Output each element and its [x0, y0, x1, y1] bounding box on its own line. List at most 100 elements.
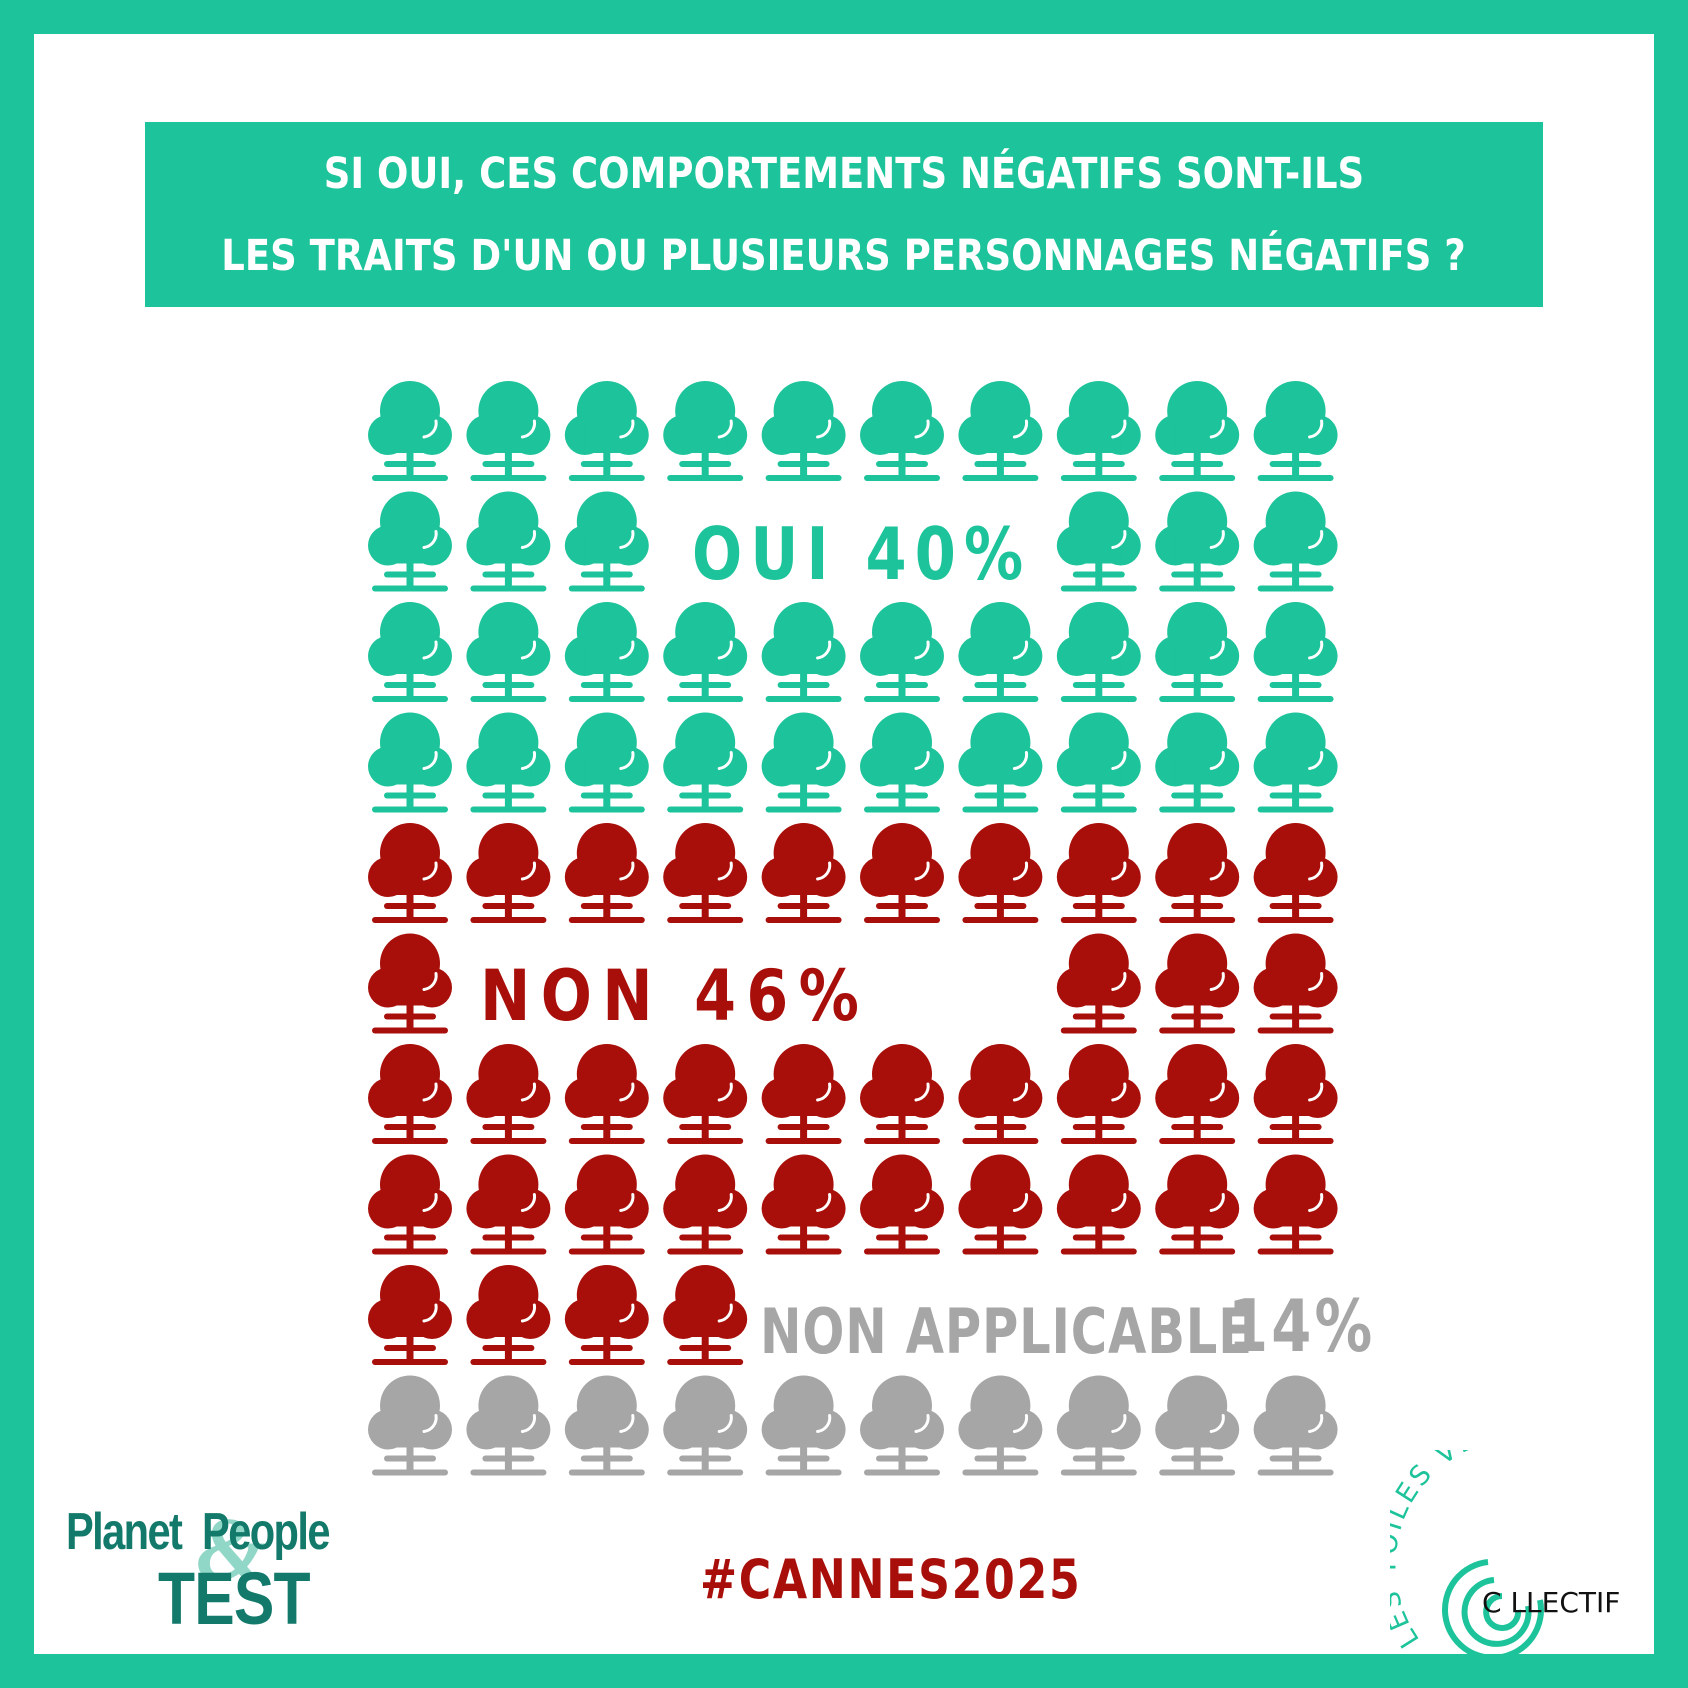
- tree-icon-oui: [1155, 491, 1240, 592]
- tree-icon-non: [663, 823, 748, 923]
- tree-icon-oui: [1056, 712, 1141, 813]
- tree-highlight: [619, 419, 635, 439]
- tree-highlight: [520, 861, 537, 881]
- tree-highlight: [914, 640, 930, 660]
- tree-icon-non: [958, 1044, 1043, 1144]
- tree-icon-oui: [466, 381, 551, 481]
- tree-icon-oui: [564, 491, 649, 592]
- tree-highlight: [1012, 419, 1029, 439]
- tree-icon-oui: [466, 712, 551, 813]
- tree-highlight: [717, 1414, 733, 1433]
- tree-highlight: [619, 530, 635, 549]
- title-line-1: SI OUI, CES COMPORTEMENTS NÉGATIFS SONT-…: [323, 148, 1365, 199]
- tree-icon-non: [1155, 1044, 1240, 1144]
- tree-highlight: [520, 751, 537, 770]
- tree-highlight: [619, 1193, 635, 1212]
- tree-highlight: [816, 640, 832, 660]
- tree-icon-oui: [1056, 602, 1141, 702]
- logo-collectif-text: C LLECTIF: [1482, 1586, 1620, 1619]
- tree-icon-non-applicable: [860, 1375, 944, 1476]
- tree-highlight: [1209, 1082, 1225, 1102]
- tree-highlight: [1111, 972, 1127, 991]
- tree-highlight: [520, 640, 537, 660]
- tree-highlight: [422, 751, 438, 770]
- tree-highlight: [1209, 640, 1225, 660]
- tree-icon-oui: [1155, 712, 1240, 813]
- tree-icon-non: [1056, 823, 1141, 923]
- tree-icon-non: [761, 823, 846, 923]
- tree-highlight: [717, 861, 733, 881]
- tree-highlight: [1308, 751, 1324, 770]
- tree-highlight: [1111, 1414, 1127, 1433]
- tree-icon-non: [1253, 1044, 1338, 1144]
- tree-icon-oui: [466, 491, 551, 592]
- tree-icon-oui: [1056, 491, 1141, 592]
- tree-icon-oui: [466, 602, 551, 702]
- tree-highlight: [422, 1193, 438, 1212]
- tree-icon-non: [564, 1265, 649, 1365]
- tree-icon-oui: [958, 381, 1043, 481]
- tree-icon-non: [368, 1044, 452, 1144]
- tree-highlight: [914, 751, 930, 770]
- tree-highlight: [1012, 1193, 1029, 1212]
- tree-icon-oui: [761, 602, 846, 702]
- tree-icon-non-applicable: [1155, 1375, 1240, 1476]
- tree-highlight: [1308, 640, 1324, 660]
- tree-icon-non-applicable: [1056, 1375, 1141, 1476]
- tree-icon-oui: [1253, 381, 1338, 481]
- tree-highlight: [422, 530, 438, 549]
- tree-highlight: [1012, 640, 1029, 660]
- tree-icon-oui: [663, 602, 748, 702]
- tree-icon-oui: [1056, 381, 1141, 481]
- planet-people-test-logo: & Planet People TEST: [66, 1500, 396, 1640]
- tree-highlight: [1209, 751, 1225, 770]
- tree-icon-oui: [368, 602, 452, 702]
- tree-icon-non: [761, 1044, 846, 1144]
- tree-highlight: [816, 861, 832, 881]
- tree-highlight: [914, 1082, 930, 1102]
- tree-highlight: [1111, 530, 1127, 549]
- logo-word-people: People: [202, 1503, 330, 1561]
- tree-icon-non: [761, 1154, 846, 1255]
- tree-highlight: [520, 530, 537, 549]
- tree-highlight: [422, 419, 438, 439]
- tree-icon-oui: [1155, 602, 1240, 702]
- tree-icon-non: [1056, 1044, 1141, 1144]
- tree-highlight: [1111, 419, 1127, 439]
- tree-icon-non: [466, 823, 551, 923]
- tree-highlight: [1209, 1414, 1225, 1433]
- tree-icon-non-applicable: [368, 1375, 452, 1476]
- logo-word-planet: Planet: [66, 1503, 183, 1561]
- tree-highlight: [717, 1082, 733, 1102]
- tree-highlight: [816, 1193, 832, 1212]
- tree-highlight: [520, 1414, 537, 1433]
- label-non-applicable-pct: 14%: [1228, 1284, 1376, 1368]
- tree-icon-non-applicable: [466, 1375, 551, 1476]
- tree-highlight: [422, 972, 438, 991]
- tree-icon-non: [1253, 933, 1338, 1034]
- tree-icon-non: [1155, 933, 1240, 1034]
- tree-icon-oui: [564, 381, 649, 481]
- tree-icon-non: [663, 1044, 748, 1144]
- tree-icon-non: [663, 1154, 748, 1255]
- tree-highlight: [1308, 972, 1324, 991]
- tree-highlight: [619, 1303, 635, 1323]
- tree-highlight: [1209, 1193, 1225, 1212]
- tree-icon-non: [1155, 1154, 1240, 1255]
- tree-highlight: [422, 640, 438, 660]
- tree-highlight: [1111, 751, 1127, 770]
- tree-highlight: [914, 1414, 930, 1433]
- tree-icon-oui: [860, 712, 944, 813]
- toiles-vertes-logo: LES TOILES VERTES C LLECTIF: [1390, 1450, 1620, 1661]
- tree-icon-non: [860, 823, 944, 923]
- tree-icon-oui: [1253, 712, 1338, 813]
- tree-icon-oui: [368, 712, 452, 813]
- tree-icon-oui: [663, 712, 748, 813]
- tree-highlight: [422, 1082, 438, 1102]
- tree-icon-non: [1056, 933, 1141, 1034]
- tree-highlight: [422, 1303, 438, 1323]
- tree-highlight: [1209, 530, 1225, 549]
- tree-icon-non: [1056, 1154, 1141, 1255]
- tree-highlight: [717, 751, 733, 770]
